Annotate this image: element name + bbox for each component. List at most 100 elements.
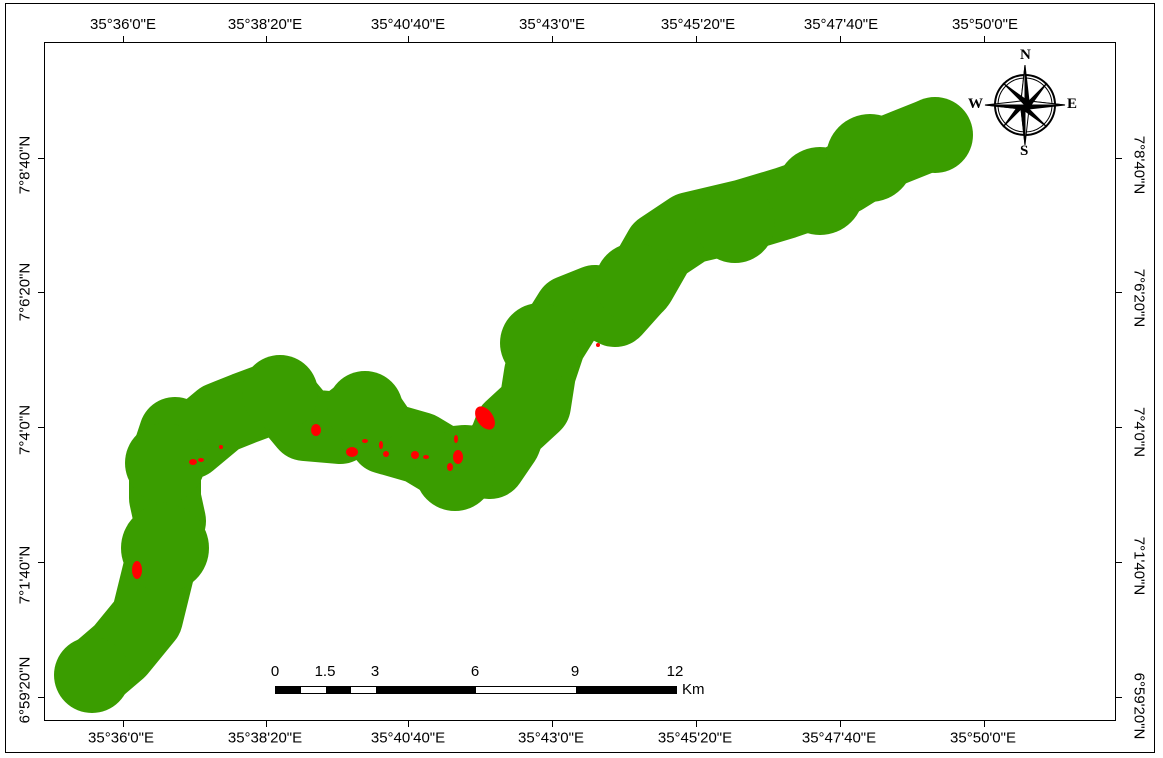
lon-label-top: 35°43'0"E bbox=[519, 16, 585, 33]
red-patch bbox=[362, 439, 368, 443]
buffer-blob bbox=[415, 431, 495, 511]
scale-bar-segments bbox=[275, 686, 677, 694]
tick-mark bbox=[38, 158, 44, 159]
lon-label-bottom: 35°47'40"E bbox=[801, 729, 877, 747]
lat-label-left: 7°4'0"N bbox=[16, 404, 34, 456]
tick-mark bbox=[38, 427, 44, 428]
lat-label-left: 7°6'20"N bbox=[16, 262, 34, 322]
buffer-blob bbox=[242, 355, 318, 431]
tick-mark bbox=[984, 721, 985, 727]
scale-seg-white bbox=[351, 687, 376, 693]
tick-mark bbox=[1116, 292, 1122, 293]
red-patch bbox=[454, 435, 458, 443]
map-layout-frame bbox=[5, 3, 1155, 753]
map-canvas bbox=[54, 97, 973, 713]
buffer-blob bbox=[595, 243, 675, 323]
red-patch bbox=[447, 463, 453, 471]
tick-mark bbox=[38, 697, 44, 698]
compass-south: S bbox=[1020, 143, 1029, 159]
lon-label-top: 35°45'20"E bbox=[660, 16, 736, 33]
lat-label-left: 6°59'20"N bbox=[16, 656, 34, 724]
tick-mark bbox=[696, 721, 697, 727]
tick-mark bbox=[840, 36, 841, 42]
tick-mark bbox=[1116, 158, 1122, 159]
red-patch bbox=[379, 441, 383, 449]
red-patch bbox=[475, 406, 495, 430]
tick-mark bbox=[266, 721, 267, 727]
buffer-blob bbox=[500, 303, 580, 383]
lon-label-top: 35°47'40"E bbox=[803, 16, 879, 33]
tick-mark bbox=[552, 36, 553, 42]
lon-label-top: 35°38'20"E bbox=[227, 16, 303, 33]
scale-label-6: 6 bbox=[470, 663, 480, 680]
scale-label-0: 0 bbox=[270, 663, 280, 680]
red-patch bbox=[411, 451, 419, 459]
tick-mark bbox=[552, 721, 553, 727]
scale-label-12: 12 bbox=[666, 663, 684, 680]
lon-label-top: 35°40'40"E bbox=[370, 16, 446, 33]
lat-label-left: 7°1'40"N bbox=[16, 545, 34, 605]
tick-mark bbox=[1116, 697, 1122, 698]
tick-mark bbox=[38, 292, 44, 293]
tick-mark bbox=[1116, 427, 1122, 428]
scale-label-9: 9 bbox=[570, 663, 580, 680]
tick-mark bbox=[266, 36, 267, 42]
buffer-blob bbox=[125, 423, 205, 503]
tick-mark bbox=[696, 36, 697, 42]
lon-label-bottom: 35°38'20"E bbox=[227, 729, 303, 747]
scale-seg-black bbox=[576, 687, 676, 693]
scale-seg-white bbox=[476, 687, 576, 693]
red-patch bbox=[311, 424, 321, 436]
lat-label-right: 7°4'0"N bbox=[1130, 406, 1148, 458]
buffer-blob bbox=[695, 183, 775, 263]
red-patch bbox=[383, 451, 389, 457]
tick-mark bbox=[38, 562, 44, 563]
tick-mark bbox=[984, 36, 985, 42]
red-patch bbox=[596, 343, 600, 347]
compass-rose-icon bbox=[984, 64, 1066, 146]
scale-seg-black bbox=[326, 687, 351, 693]
buffer-blob bbox=[54, 637, 130, 713]
compass-north: N bbox=[1020, 47, 1031, 63]
lon-label-bottom: 35°45'20"E bbox=[657, 729, 733, 747]
red-patch bbox=[423, 455, 429, 459]
red-patch bbox=[219, 445, 223, 449]
buffer-blob bbox=[826, 114, 914, 202]
map-frame[interactable]: 0 1.5 3 6 9 12 Km bbox=[44, 42, 1116, 721]
tick-mark bbox=[840, 721, 841, 727]
red-patch bbox=[453, 450, 463, 464]
lon-label-top: 35°50'0"E bbox=[952, 16, 1018, 33]
scale-unit: Km bbox=[682, 681, 705, 698]
lat-label-right: 7°1'40"N bbox=[1130, 536, 1148, 596]
scale-label-1-5: 1.5 bbox=[314, 663, 336, 680]
lat-label-right: 6°59'20"N bbox=[1130, 672, 1148, 740]
lon-label-bottom: 35°40'40"E bbox=[370, 729, 446, 747]
lat-label-right: 7°8'40"N bbox=[1130, 135, 1148, 195]
red-patch bbox=[346, 447, 358, 457]
buffer-blob bbox=[897, 97, 973, 173]
scale-seg-black bbox=[276, 687, 301, 693]
scale-seg-black bbox=[376, 687, 476, 693]
lat-label-left: 7°8'40"N bbox=[16, 135, 34, 195]
compass-east: E bbox=[1067, 96, 1078, 112]
compass-west: W bbox=[968, 96, 983, 112]
tick-mark bbox=[408, 721, 409, 727]
scale-label-3: 3 bbox=[370, 663, 380, 680]
buffer-blobs bbox=[54, 97, 973, 713]
buffer-blob bbox=[327, 371, 403, 447]
lon-label-bottom: 35°36'0"E bbox=[88, 729, 154, 747]
lon-label-bottom: 35°43'0"E bbox=[518, 729, 584, 747]
red-patch bbox=[189, 459, 197, 465]
lat-label-right: 7°6'20"N bbox=[1130, 268, 1148, 328]
tick-mark bbox=[408, 36, 409, 42]
red-patch bbox=[198, 458, 204, 462]
tick-mark bbox=[123, 36, 124, 42]
scale-seg-white bbox=[301, 687, 326, 693]
north-arrow: N S E W bbox=[965, 47, 1077, 159]
red-patches bbox=[132, 343, 600, 579]
tick-mark bbox=[1116, 562, 1122, 563]
lon-label-bottom: 35°50'0"E bbox=[950, 729, 1016, 747]
tick-mark bbox=[123, 721, 124, 727]
buffer-blob bbox=[121, 504, 209, 592]
red-patch bbox=[132, 561, 142, 579]
